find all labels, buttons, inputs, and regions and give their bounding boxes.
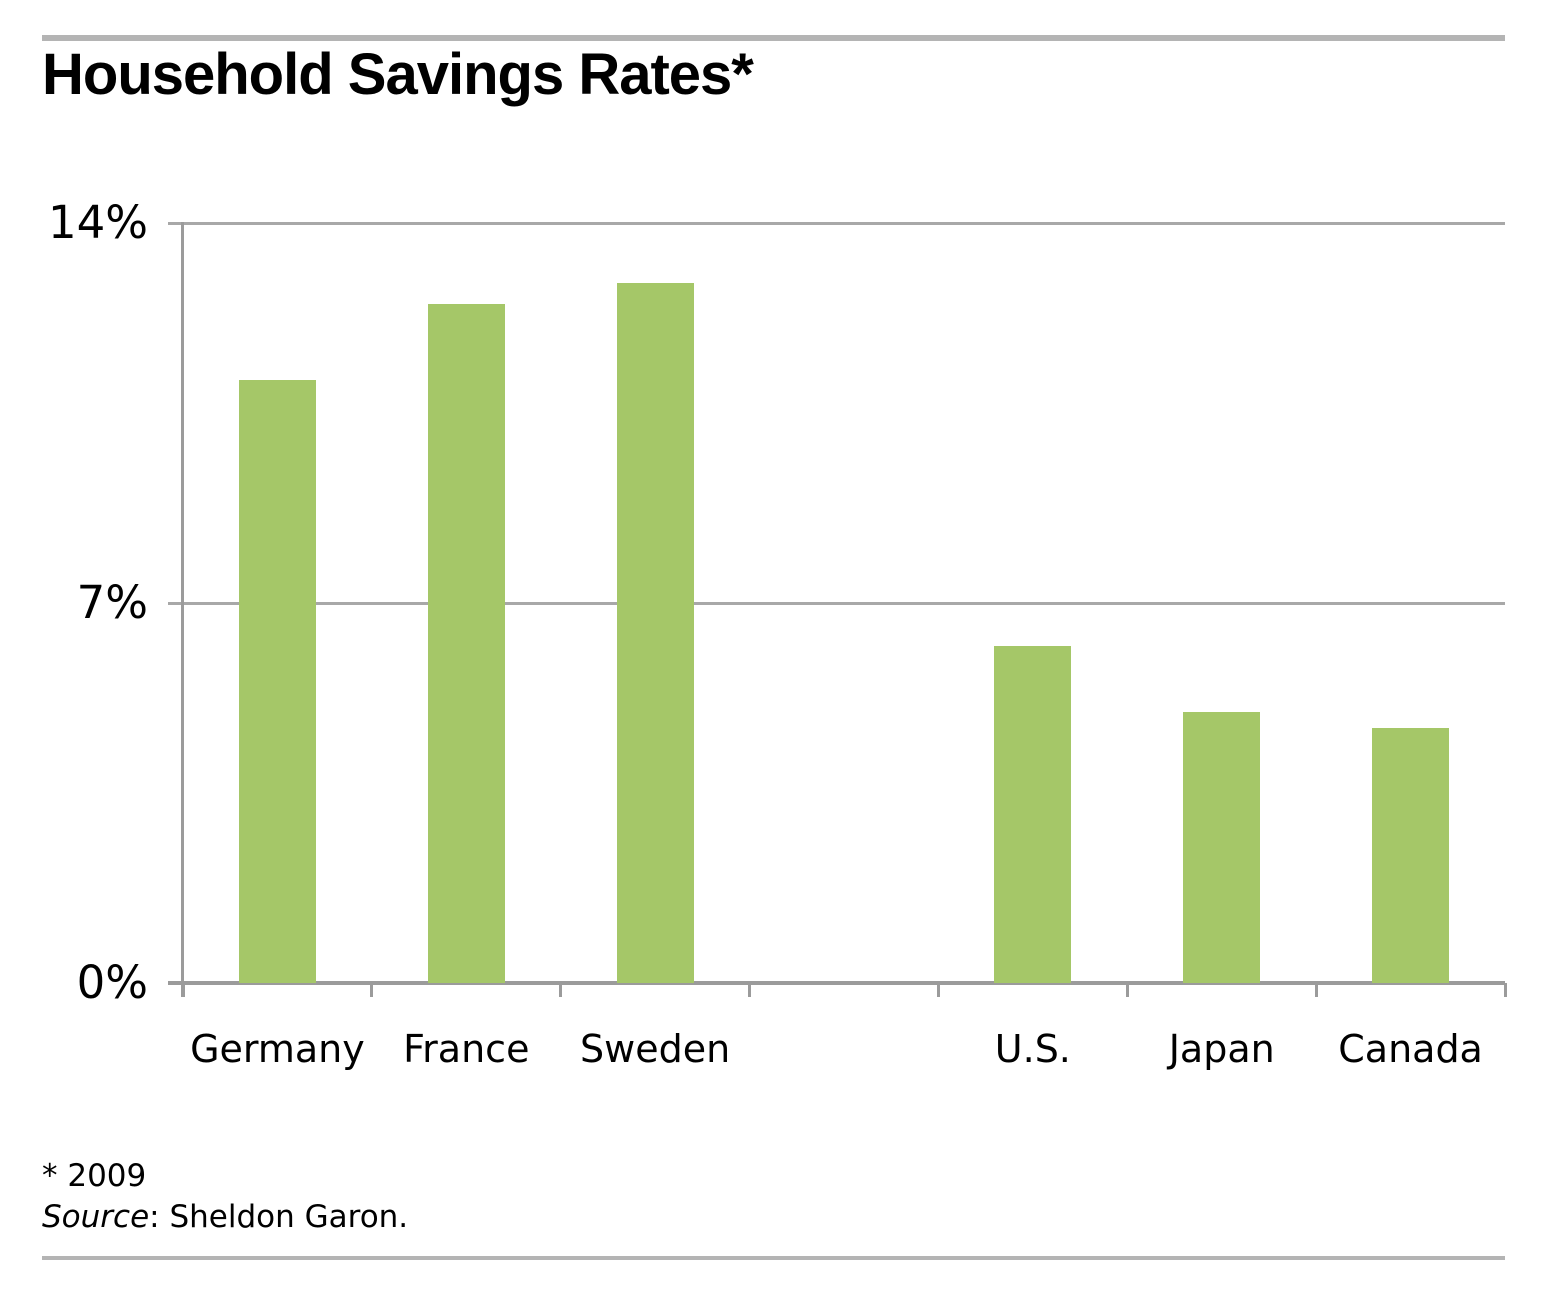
- y-tick-label-0: 0%: [76, 956, 148, 1009]
- y-tick-label-7: 7%: [76, 576, 148, 629]
- bar-germany: [238, 380, 316, 983]
- footnote-year: * 2009: [42, 1158, 147, 1194]
- x-axis-tick-5: [1125, 983, 1129, 997]
- bar-france: [427, 304, 505, 983]
- x-axis-tick-0: [181, 983, 185, 997]
- bar-sweden: [616, 283, 694, 983]
- footnote: * 2009 Source: Sheldon Garon.: [42, 1156, 408, 1238]
- footnote-source: Source: Sheldon Garon.: [42, 1197, 408, 1238]
- x-axis-tick-7: [1503, 983, 1507, 997]
- x-axis-line: [168, 981, 1505, 985]
- x-label-japan: Japan: [1168, 1027, 1275, 1071]
- bar-japan: [1183, 712, 1261, 983]
- x-label-france: France: [403, 1027, 530, 1071]
- bar-canada: [1372, 728, 1450, 983]
- bottom-divider: [42, 1256, 1505, 1260]
- x-axis-tick-4: [936, 983, 940, 997]
- bar-us: [994, 646, 1072, 983]
- footnote-source-label: Source: [42, 1199, 150, 1235]
- gridline-7: [168, 602, 1505, 605]
- x-axis-tick-3: [748, 983, 752, 997]
- y-axis-line: [181, 222, 184, 997]
- x-axis-tick-2: [559, 983, 563, 997]
- x-axis-tick-6: [1314, 983, 1318, 997]
- x-label-canada: Canada: [1338, 1027, 1483, 1071]
- top-divider: [42, 35, 1505, 41]
- x-label-germany: Germany: [190, 1027, 365, 1071]
- footnote-source-text: : Sheldon Garon.: [149, 1199, 409, 1235]
- x-label-sweden: Sweden: [580, 1027, 731, 1071]
- gridline-14: [168, 222, 1505, 225]
- x-label-us: U.S.: [994, 1027, 1071, 1071]
- y-tick-label-14: 14%: [47, 196, 148, 249]
- x-axis-tick-1: [370, 983, 374, 997]
- chart-title: Household Savings Rates*: [42, 42, 754, 107]
